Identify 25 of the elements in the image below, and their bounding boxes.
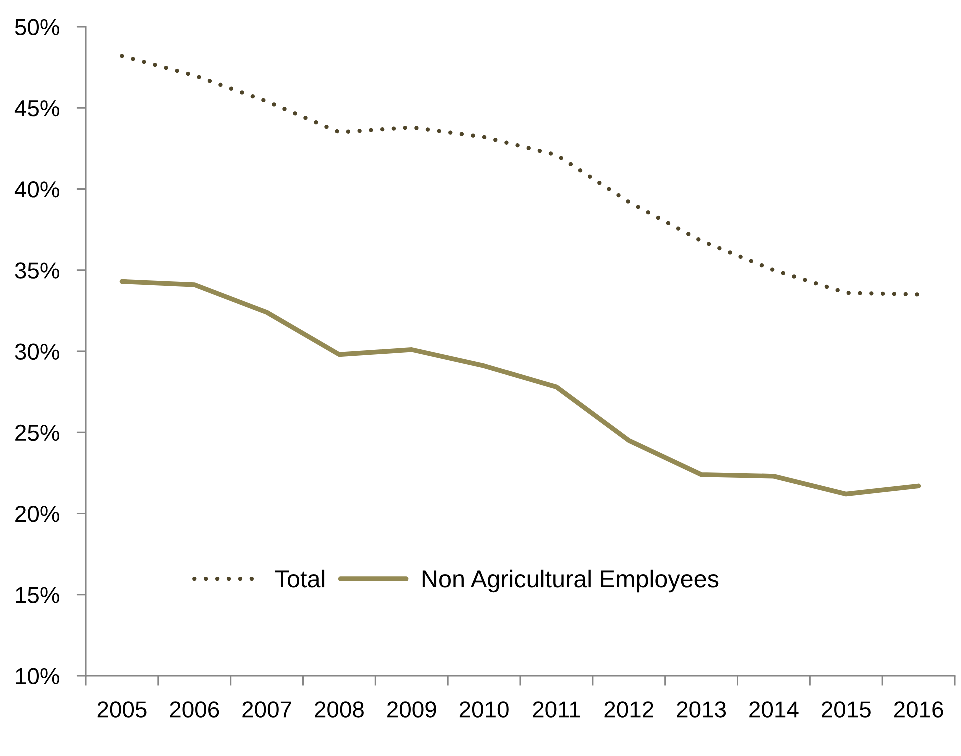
- y-tick-label: 50%: [15, 19, 60, 36]
- x-tick-label: 2005: [98, 702, 147, 718]
- x-tick-label: 2009: [388, 702, 436, 718]
- y-tick-label: 15%: [16, 587, 60, 604]
- x-tick-label: 2010: [460, 702, 509, 718]
- line-series: [120, 279, 922, 497]
- y-tick-label: 40%: [14, 182, 60, 198]
- x-tick-label: 2006: [170, 702, 220, 718]
- x-tick-label: 2015: [822, 702, 871, 718]
- line-series: [120, 54, 921, 297]
- y-tick-label: 35%: [15, 262, 60, 279]
- y-tick-label: 45%: [14, 100, 60, 117]
- legend-label: Total: [275, 570, 325, 588]
- y-tick-label: 20%: [16, 506, 60, 522]
- y-tick-label: 10%: [16, 668, 60, 685]
- x-tick-label: 2012: [604, 702, 654, 718]
- x-tick-label: 2016: [894, 702, 944, 718]
- x-tick-label: 2014: [750, 702, 799, 718]
- y-tick-label: 25%: [16, 424, 60, 442]
- y-tick-label: 30%: [15, 344, 60, 360]
- x-tick-label: 2007: [242, 702, 292, 718]
- x-tick-label: 2013: [677, 702, 726, 718]
- legend-label: Non Agricultural Employees: [422, 570, 719, 593]
- x-tick-label: 2008: [315, 702, 364, 718]
- x-tick-label: 2011: [533, 702, 580, 718]
